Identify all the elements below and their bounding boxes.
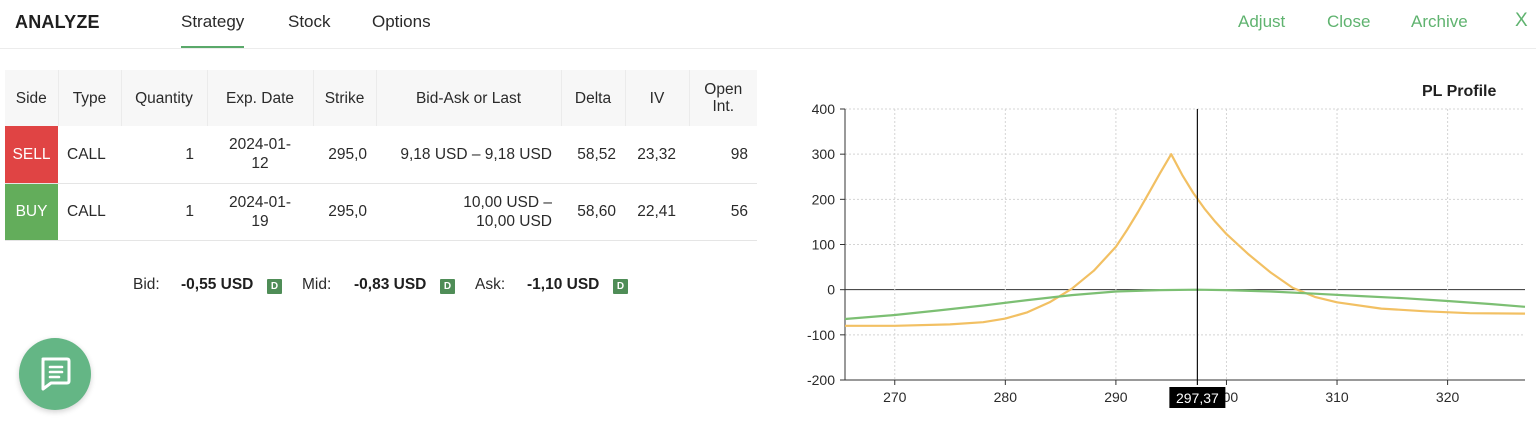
x-tick-label: 270 <box>883 389 907 405</box>
price-cursor: 297,37 <box>1169 109 1226 408</box>
price-label-box <box>1169 387 1226 408</box>
y-tick-label: 400 <box>812 101 836 117</box>
exp-date-line1: 2024-01- <box>228 136 292 154</box>
delta-cell: 58,52 <box>577 145 616 163</box>
y-tick-label: -200 <box>807 372 835 388</box>
strike-cell: 295,0 <box>328 203 367 220</box>
type-cell: CALL <box>67 203 106 220</box>
bid-ask-cell: 10,00 USD –10,00 USD <box>376 183 561 240</box>
col-exp-date: Exp. Date <box>206 70 313 126</box>
x-tick-label: 310 <box>1325 389 1349 405</box>
exp-date-cell: 2024-01- 19 <box>207 183 313 240</box>
col-open-int-line2: Int. <box>712 98 735 115</box>
ask-value: -1,10 USD <box>527 276 600 293</box>
close-icon[interactable]: X <box>1515 10 1528 31</box>
side-badge-buy: BUY <box>5 183 58 240</box>
x-tick-label: 320 <box>1436 389 1460 405</box>
bid-ask-line1: 10,00 USD – <box>463 193 552 211</box>
delta-cell: 58,60 <box>577 203 616 220</box>
chart-series <box>844 153 1526 327</box>
y-tick-label: 0 <box>827 282 835 298</box>
bid-label: Bid: <box>133 276 160 293</box>
tab-strategy[interactable]: Strategy <box>181 12 245 48</box>
archive-button[interactable]: Archive <box>1411 12 1468 31</box>
pl-curve-today <box>844 288 1526 321</box>
price-label: 297,37 <box>1176 390 1219 406</box>
ask-label: Ask: <box>475 276 506 293</box>
chat-icon <box>41 357 71 391</box>
y-tick-label: 300 <box>812 146 836 162</box>
tab-options[interactable]: Options <box>372 12 431 31</box>
bid-d-badge[interactable]: D <box>267 279 282 294</box>
x-tick-label: 280 <box>994 389 1018 405</box>
quantity-cell: 1 <box>185 145 194 163</box>
chart-title: PL Profile <box>1422 83 1497 100</box>
type-cell: CALL <box>67 145 106 163</box>
y-tick-label: -100 <box>807 327 835 343</box>
ask-d-badge[interactable]: D <box>613 279 628 294</box>
mid-label: Mid: <box>302 276 332 293</box>
open-int-cell: 56 <box>730 203 748 220</box>
open-int-cell: 98 <box>730 145 748 163</box>
quantity-cell: 1 <box>185 203 194 220</box>
table-header-row: Side Type Quantity Exp. Date Strike Bid-… <box>5 70 757 126</box>
exp-date-cell: 2024-01- 12 <box>207 126 313 183</box>
col-iv: IV <box>624 70 689 126</box>
mid-value: -0,83 USD <box>354 276 427 293</box>
exp-date-line2: 12 <box>251 155 269 173</box>
strategy-table: Side Type Quantity Exp. Date Strike Bid-… <box>5 70 757 241</box>
pl-curve-expiry <box>845 153 1526 327</box>
top-bar: ANALYZE Strategy Stock Options Adjust Cl… <box>0 0 1536 49</box>
x-tick-label: 290 <box>1104 389 1128 405</box>
col-delta: Delta <box>560 70 625 126</box>
y-tick-label: 100 <box>812 237 836 253</box>
bid-ask-line2: 10,00 USD <box>476 212 552 230</box>
chart-grid <box>845 108 1525 381</box>
col-quantity: Quantity <box>120 70 207 126</box>
app-title: ANALYZE <box>15 12 100 32</box>
bid-ask-cell: 9,18 USD – 9,18 USD <box>400 145 552 163</box>
iv-cell: 22,41 <box>637 203 676 220</box>
chat-button[interactable] <box>19 338 91 410</box>
col-bid-ask: Bid-Ask or Last <box>375 70 561 126</box>
table-row[interactable]: BUY CALL 1 2024-01- 19 295,0 10,00 USD –1… <box>5 183 757 240</box>
mid-d-badge[interactable]: D <box>440 279 455 294</box>
col-open-int-line1: Open <box>704 81 743 98</box>
table-row[interactable]: SELL CALL 1 2024-01- 12 295,0 9,18 USD – … <box>5 126 757 183</box>
col-type: Type <box>57 70 121 126</box>
col-strike: Strike <box>312 70 376 126</box>
adjust-button[interactable]: Adjust <box>1238 12 1286 31</box>
side-badge-sell: SELL <box>5 126 58 183</box>
y-tick-label: 200 <box>812 191 836 207</box>
bid-value: -0,55 USD <box>181 276 254 293</box>
exp-date-line1: 2024-01- <box>228 193 292 211</box>
tab-stock[interactable]: Stock <box>288 12 331 31</box>
strike-cell: 295,0 <box>328 145 367 163</box>
exp-date-line2: 19 <box>251 212 269 230</box>
col-open-int: Open Int. <box>688 70 757 126</box>
col-side: Side <box>15 89 47 107</box>
iv-cell: 23,32 <box>637 145 676 163</box>
close-button[interactable]: Close <box>1327 12 1371 31</box>
